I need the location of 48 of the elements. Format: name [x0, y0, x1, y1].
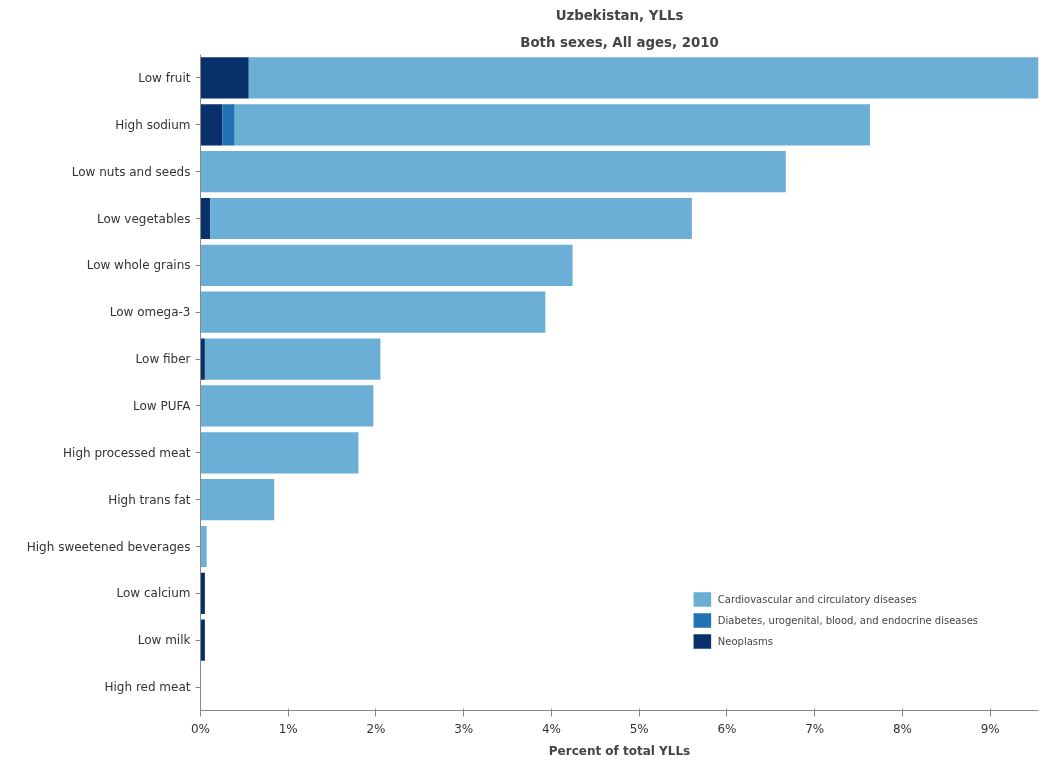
x-tick-label: 8% [892, 721, 913, 736]
bar [200, 525, 207, 568]
bar [210, 197, 692, 240]
x-tick-label: 7% [805, 721, 825, 736]
x-tick-label: 0% [190, 721, 211, 736]
y-tick-label: Low fruit [138, 70, 191, 85]
bar [200, 244, 573, 286]
y-tick-label: High sweetened beverages [26, 539, 191, 554]
y-tick-label: Low vegetables [96, 211, 191, 226]
bar [200, 572, 205, 614]
x-tick-label: 3% [454, 721, 474, 736]
x-tick-label: 4% [541, 721, 562, 736]
y-tick-label: Low milk [137, 633, 191, 648]
bar [200, 338, 205, 380]
x-axis-title: Percent of total YLLs [548, 743, 691, 758]
y-tick-label: Low PUFA [133, 398, 192, 413]
y-tick-label: High red meat [104, 680, 191, 695]
x-tick-label: 1% [278, 721, 298, 736]
y-tick-label: High trans fat [108, 492, 191, 507]
y-tick-label: High sodium [115, 117, 191, 132]
bar [200, 151, 786, 193]
bar [200, 104, 223, 146]
y-tick-label: Low nuts and seeds [71, 164, 191, 179]
bar [234, 104, 871, 146]
x-tick-label: 9% [980, 721, 1000, 736]
bar [204, 338, 381, 380]
y-tick-label: Low omega-3 [109, 305, 191, 320]
legend-label: Diabetes, urogenital, blood, and endocrine diseases [717, 614, 978, 626]
y-tick-label: Low calcium [116, 586, 191, 601]
y-tick-label: Low whole grains [86, 258, 191, 273]
bar [248, 57, 1039, 99]
chart-title: Uzbekistan, YLLs [555, 7, 684, 23]
chart-subtitle: Both sexes, All ages, 2010 [520, 34, 719, 50]
x-tick-label: 5% [629, 721, 649, 736]
x-tick-label: 2% [366, 721, 386, 736]
bar [200, 479, 275, 521]
y-tick-label: Low fiber [135, 352, 191, 367]
y-tick-label: High processed meat [63, 445, 191, 460]
x-tick-label: 6% [717, 721, 737, 736]
bar [222, 104, 235, 146]
legend-label: Neoplasms [717, 635, 774, 647]
bar [200, 619, 205, 661]
bar [200, 432, 359, 474]
bar [200, 57, 249, 99]
bar [200, 385, 374, 427]
bar [200, 291, 546, 333]
legend-label: Cardiovascular and circulatory diseases [717, 593, 917, 605]
bar [200, 197, 211, 240]
